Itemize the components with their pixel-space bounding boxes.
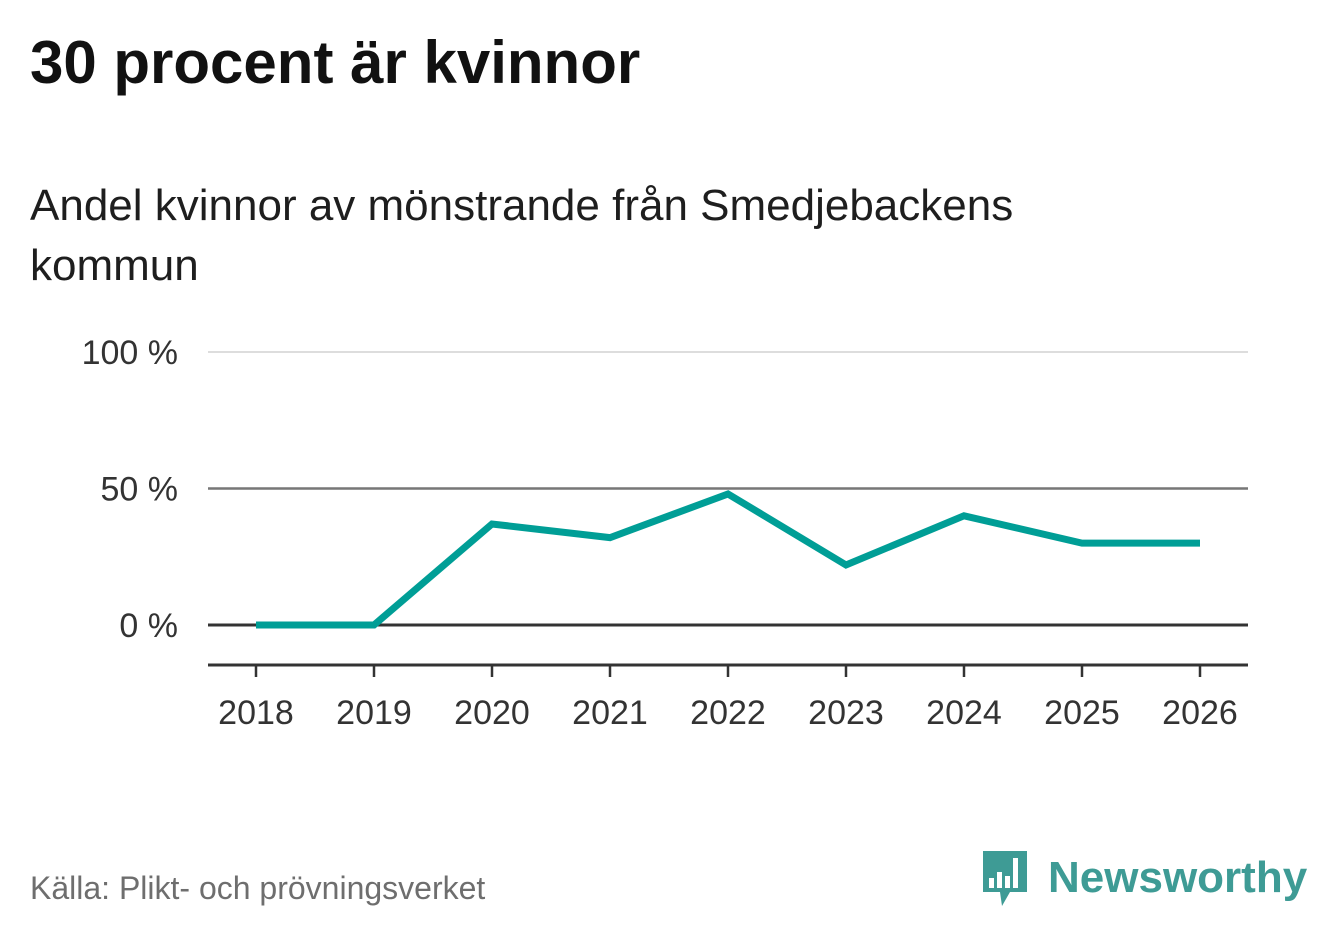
- x-tick-label: 2019: [336, 694, 412, 732]
- source-note: Källa: Plikt- och prövningsverket: [30, 870, 486, 906]
- brand-logo: Newsworthy: [980, 848, 1307, 908]
- tick-labels: 0 % 50 % 100 % 2018 2019 2020 2021 2022 2023 2024…: [82, 334, 1238, 732]
- series-line: [256, 490, 1200, 629]
- x-tick-label: 2018: [218, 694, 294, 732]
- x-tick-label: 2020: [454, 694, 530, 732]
- x-tick-label: 2024: [926, 694, 1002, 732]
- x-tick-label: 2021: [572, 694, 648, 732]
- y-tick-label: 100 %: [82, 334, 178, 372]
- x-tick-label: 2022: [690, 694, 766, 732]
- newsworthy-logo-icon: [983, 851, 1027, 906]
- x-axis: [208, 663, 1248, 677]
- chart-title: 30 procent är kvinnor: [30, 29, 641, 96]
- grid-layer: [208, 351, 1248, 627]
- line-chart: 0 % 50 % 100 % 2018 2019 2020 2021 2022 2023 2024…: [82, 334, 1248, 732]
- brand-name: Newsworthy: [1048, 853, 1308, 902]
- y-tick-label: 0 %: [119, 607, 178, 645]
- series-layer: [256, 490, 1200, 629]
- y-tick-label: 50 %: [101, 471, 179, 509]
- x-tick-label: 2025: [1044, 694, 1120, 732]
- chart-subtitle: Andel kvinnor av mönstrande från Smedjeb…: [30, 181, 1014, 290]
- x-tick-label: 2026: [1162, 694, 1238, 732]
- x-tick-label: 2023: [808, 694, 884, 732]
